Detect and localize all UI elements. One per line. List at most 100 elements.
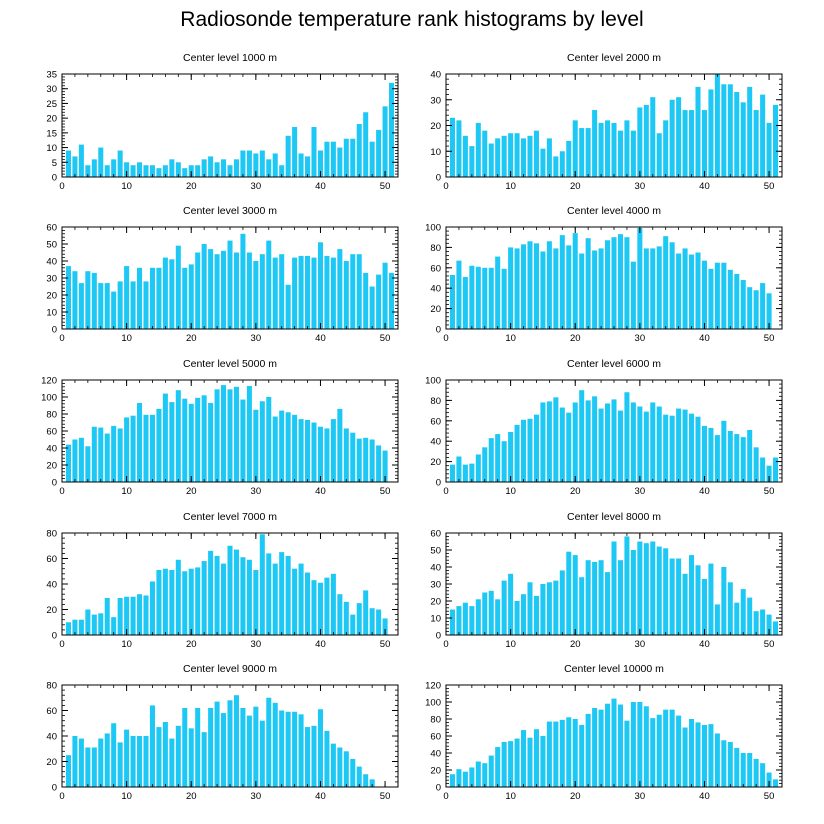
panel-9-bar — [324, 730, 330, 787]
panel-10-bar — [740, 753, 746, 787]
panel-8-bar — [585, 560, 591, 635]
panel-7-bar — [111, 617, 117, 635]
panel-3-bar — [253, 261, 259, 329]
panel-6-bar — [527, 418, 533, 482]
panel-6-bar — [475, 454, 481, 482]
panel-2-bar — [605, 120, 611, 177]
panel-6-bar — [508, 432, 514, 482]
panel-10-bar — [727, 741, 733, 787]
panel-5-bar — [233, 386, 239, 482]
panel-5-bar — [285, 412, 291, 482]
panel-6-bar — [521, 419, 527, 482]
panel-10-bar — [546, 721, 552, 787]
panel-7-bar — [292, 568, 298, 635]
panel-2-bar — [598, 122, 604, 177]
panel-7-x-tick-label: 50 — [380, 639, 391, 650]
panel-7-x-tick-label: 10 — [121, 639, 132, 650]
panel-5-bar — [137, 402, 143, 482]
panel-9-bar — [259, 720, 265, 787]
panel-3-x-tick-label: 40 — [315, 333, 326, 344]
panel-5-bar — [72, 439, 78, 482]
panel-8-bar — [708, 563, 714, 635]
panel-4-bar — [598, 248, 604, 329]
panel-3-bar — [317, 242, 323, 329]
panel-3-bar — [188, 264, 194, 329]
panel-9-bar — [188, 728, 194, 787]
panel-1-bar — [169, 159, 175, 177]
panel-6-bar — [456, 456, 462, 482]
panel-7-bar — [272, 563, 278, 635]
panel-5-bar — [104, 433, 110, 482]
panel-1-y-tick-label: 0 — [52, 173, 57, 184]
panel-10-y-tick-label: 40 — [430, 749, 441, 760]
panel-2-x-tick-label: 40 — [699, 181, 710, 192]
panel-10-bar — [611, 698, 617, 787]
panel-7-bar — [317, 582, 323, 635]
panel-5-x-tick-label: 40 — [315, 486, 326, 497]
panel-6-bar — [695, 416, 701, 482]
panel-5-bar — [124, 417, 130, 482]
panel-10-bar — [598, 709, 604, 787]
panel-1-bar — [253, 153, 259, 177]
panel-2-bar — [540, 148, 546, 177]
panel-2-bar — [701, 110, 707, 177]
panel-8-bar — [572, 555, 578, 635]
panel-6-y-tick-label: 40 — [430, 437, 441, 448]
panel-3-bar — [156, 267, 162, 329]
panel-9-bar — [85, 747, 91, 787]
panel-9-bar — [137, 736, 143, 787]
panel-3-bar — [117, 281, 123, 329]
panel-10-bar — [508, 741, 514, 787]
panel-3-x-tick-label: 20 — [186, 333, 197, 344]
panel-5-bar — [201, 395, 207, 482]
panel-7-x-tick-label: 30 — [251, 639, 262, 650]
panel-1-y-tick-label: 15 — [46, 128, 57, 139]
panel-4-bar — [501, 268, 507, 329]
panel-4-bar — [760, 283, 766, 329]
panel-9-bar — [363, 774, 369, 787]
panel-8-bar — [546, 582, 552, 635]
panel-4-bar — [708, 268, 714, 329]
panel-5-bar — [91, 426, 97, 482]
panel-4-bar — [643, 248, 649, 329]
panel-1-bar — [104, 165, 110, 177]
panel-2-y-tick-label: 30 — [430, 95, 441, 106]
panel-6-bar — [482, 447, 488, 482]
panel-4-title: Center level 4000 m — [567, 205, 661, 217]
panel-3-bar — [85, 271, 91, 329]
panel-4-bar — [514, 248, 520, 329]
panel-7-y-tick-label: 40 — [46, 580, 57, 591]
panel-9-bar — [330, 743, 336, 787]
panel-7-bar — [305, 572, 311, 635]
panel-4-bar — [546, 241, 552, 329]
panel-7-bar — [246, 559, 252, 635]
panel-7-bar — [330, 573, 336, 635]
panel-4-bar — [469, 265, 475, 329]
panel-9-x-tick-label: 20 — [186, 791, 197, 802]
panel-6-bar — [630, 402, 636, 482]
panel-2-bar — [553, 156, 559, 177]
panel-5-bar — [182, 398, 188, 482]
panel-1-bar — [317, 150, 323, 177]
panel-5-bar — [253, 409, 259, 482]
panel-5-bar — [298, 419, 304, 482]
panel-8-bar — [456, 606, 462, 635]
panel-2-bar — [469, 146, 475, 177]
panel-3-bar — [130, 281, 136, 329]
panel-3-bar — [343, 261, 349, 329]
panel-4-bar — [747, 287, 753, 329]
panel-6-x-tick-label: 0 — [443, 486, 448, 497]
panel-8-y-tick-label: 30 — [430, 580, 441, 591]
panel-10-bar — [773, 779, 779, 787]
panel-7-bar — [259, 534, 265, 635]
panel-7-bar — [201, 561, 207, 635]
panel-6-bar — [611, 399, 617, 482]
panel-2-bar — [501, 135, 507, 177]
panel-5-bar — [227, 389, 233, 482]
panel-7-bar — [227, 545, 233, 635]
panel-10-bar — [734, 747, 740, 787]
panel-2-bar — [637, 107, 643, 177]
panel-8-bar — [740, 589, 746, 635]
panel-10-bar — [585, 713, 591, 787]
panel-10-bar — [701, 724, 707, 787]
